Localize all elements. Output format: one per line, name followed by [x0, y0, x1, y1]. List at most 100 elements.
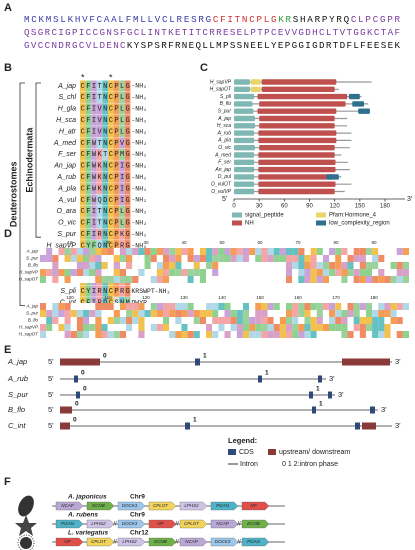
break-mark: //: [113, 522, 117, 528]
alignment-cell: [64, 262, 71, 269]
alignment-cell: [113, 324, 120, 331]
alignment-cell: [341, 262, 348, 269]
alignment-cell: [359, 331, 366, 338]
alignment-cell: [402, 248, 409, 255]
alignment-cell: [390, 303, 397, 310]
alignment-cell: [89, 255, 96, 262]
alignment-cell: [58, 248, 65, 255]
gene-arrow: [210, 501, 239, 511]
alignment-cell: [46, 324, 53, 331]
alignment-cell: [236, 262, 243, 269]
alignment-cell: [150, 310, 157, 317]
alignment-cell: [181, 310, 188, 317]
alignment-cell: [163, 303, 170, 310]
alignment-cell: [273, 269, 280, 276]
alignment-cell: [261, 262, 268, 269]
alignment-cell: [329, 317, 336, 324]
residue-cell: [102, 285, 108, 297]
legend-cds-label: CDS: [239, 449, 254, 456]
alignment-cell: [46, 262, 53, 269]
alignment-cell: [52, 276, 59, 283]
alignment-cell: [144, 255, 151, 262]
alignment-cell: [64, 276, 71, 283]
residue-cell: [80, 114, 86, 126]
ruler-number: 10: [67, 240, 73, 245]
gene-arrow: [117, 537, 146, 547]
alignment-cell: [150, 248, 157, 255]
species-name: S_pli: [60, 288, 76, 295]
residue-cell: [102, 297, 108, 309]
alignment-cell: [70, 255, 77, 262]
alignment-cell: [267, 310, 274, 317]
residue-cell: [85, 205, 92, 217]
alignment-cell: [76, 248, 84, 255]
alignment-cell: [310, 324, 317, 331]
alignment-cell: [46, 276, 53, 283]
alignment-cell: [199, 310, 207, 317]
alignment-cell: [58, 255, 65, 262]
alignment-cell: [267, 262, 274, 269]
residue-cell: [91, 80, 97, 92]
gene-name: PGAN: [216, 503, 230, 508]
legend-cds: [228, 449, 236, 455]
alignment-cell: [101, 262, 108, 269]
alignment-cell: [365, 269, 373, 276]
peptide-tail: -NH₂: [131, 197, 147, 204]
alignment-cell: [132, 276, 139, 283]
species-name: S_chl: [58, 94, 76, 101]
alignment-cell: [89, 248, 96, 255]
peptide-sequence: CFWTNCPVG: [81, 140, 130, 148]
domain: [234, 130, 255, 136]
residue-cell: [113, 137, 120, 149]
alignment-cell: [138, 262, 145, 269]
species-name: O_ara: [57, 208, 77, 215]
alignment-cell: [249, 248, 256, 255]
alignment-cell: [218, 324, 225, 331]
alignment-cell: [76, 255, 84, 262]
peptide-sequence: CFITNCPLG: [81, 208, 130, 216]
alignment-cell: [372, 324, 379, 331]
residue-cell: [119, 160, 125, 172]
alignment-cell: [163, 324, 170, 331]
peptide-tail: -NH₂: [131, 151, 147, 158]
alignment-cell: [347, 255, 354, 262]
alignment-cell: [372, 303, 379, 310]
alignment-cell: [316, 331, 323, 338]
alignment-cell: [175, 317, 182, 324]
x-tick-label: 180: [380, 204, 391, 210]
peptide-sequence: CFIRNCPKG: [81, 231, 130, 239]
alignment-cell: [242, 317, 250, 324]
cds: [328, 391, 332, 399]
domain: [259, 123, 335, 129]
gene-name: CPLOT: [153, 503, 169, 508]
alignment-cell: [101, 317, 108, 324]
ruler-number: 90: [371, 240, 377, 245]
alignment-cell: [353, 310, 360, 317]
alignment-cell: [119, 262, 127, 269]
sequence-segment: SHARPYRQ: [293, 14, 350, 25]
alignment-cell: [347, 331, 354, 338]
alignment-cell: [193, 262, 200, 269]
break-mark: //: [175, 540, 179, 546]
alignment-cell: [70, 331, 77, 338]
alignment-cell: [187, 255, 194, 262]
residue-cell: [108, 103, 114, 115]
residue-cell: [96, 240, 103, 252]
alignment-cell: [144, 324, 151, 331]
alignment-cell: [310, 255, 317, 262]
alignment-cell: [316, 303, 323, 310]
alignment-cell: [101, 269, 108, 276]
residue-cell: [96, 91, 103, 103]
alignment-cell: [286, 262, 293, 269]
alignment-cell: [310, 262, 317, 269]
alignment-cell: [156, 331, 163, 338]
alignment-cell: [95, 303, 102, 310]
alignment-cell: [52, 310, 59, 317]
alignment-cell: [298, 317, 305, 324]
ruler-number: 110: [104, 295, 112, 300]
residue-cell: [124, 103, 131, 115]
residue-cell: [91, 126, 97, 138]
gene-name: CPLOT: [91, 539, 107, 544]
alignment-cell: [242, 310, 250, 317]
residue-cell: [119, 240, 125, 252]
